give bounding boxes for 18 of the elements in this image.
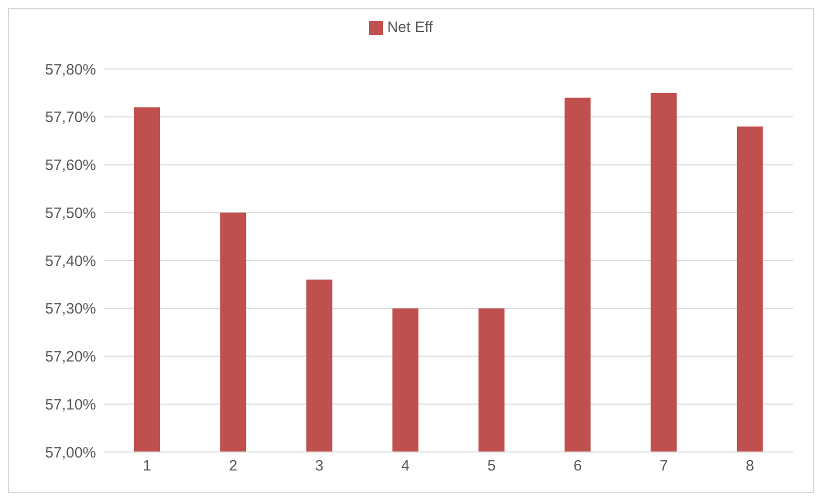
x-tick-label: 1 — [142, 458, 152, 475]
y-tick-label: 57,80% — [45, 61, 96, 78]
x-tick-label: 4 — [401, 458, 410, 475]
x-tick-label: 8 — [746, 458, 754, 475]
x-tick-label: 2 — [229, 458, 238, 475]
y-tick-label: 57,30% — [45, 300, 96, 318]
y-tick-label: 57,20% — [45, 348, 96, 366]
y-tick-label: 57,50% — [45, 204, 96, 222]
x-tick-label: 5 — [487, 458, 496, 475]
x-tick-label: 7 — [660, 458, 668, 475]
y-tick-label: 57,00% — [45, 444, 96, 462]
legend-label: Net Eff — [387, 19, 433, 36]
y-tick-label: 57,40% — [45, 252, 96, 270]
y-tick-label: 57,60% — [45, 157, 96, 174]
y-tick-label: 57,10% — [45, 396, 96, 414]
y-tick-label: 57,70% — [45, 109, 96, 126]
x-tick-label: 3 — [315, 458, 324, 475]
x-tick-label: 6 — [574, 458, 582, 475]
